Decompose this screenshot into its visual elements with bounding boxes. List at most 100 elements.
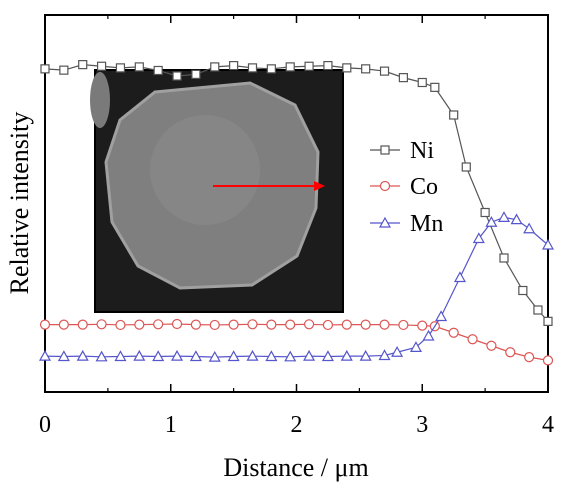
series-ni-point-27 (533, 305, 543, 315)
series-mn-point-4 (114, 350, 127, 362)
series-ni-point-15 (323, 60, 333, 71)
inset-image (90, 69, 344, 313)
series-ni-point-24 (480, 207, 490, 218)
series-ni-point-18 (379, 66, 390, 76)
series-ni-point-0 (40, 64, 50, 74)
series-mn-point-25 (485, 216, 498, 227)
series-mn-point-10 (227, 350, 240, 362)
series-ni-point-9 (210, 62, 220, 72)
series-ni-point-21 (430, 82, 440, 92)
series-co-point-17 (360, 319, 371, 330)
series-ni-point-20 (417, 77, 427, 88)
series-co-point-5 (134, 319, 145, 330)
series-co-point-14 (303, 319, 315, 330)
series-co-point-10 (228, 319, 239, 330)
series-ni-point-7 (172, 71, 182, 81)
series-mn-point-16 (340, 349, 353, 361)
series-ni-point-5 (134, 62, 144, 72)
series-mn-point-15 (321, 350, 334, 362)
y-axis-label: Relative intensity (5, 112, 34, 295)
legend-ni-marker (380, 145, 390, 155)
series-ni-point-11 (247, 63, 258, 73)
series-co-point-7 (171, 318, 183, 330)
series-mn-point-9 (208, 350, 221, 362)
series-co-point-3 (96, 319, 107, 330)
series-mn-point-24 (472, 232, 485, 244)
series-mn-point-8 (189, 350, 202, 362)
series-mn-point-19 (391, 346, 404, 357)
series-ni-point-14 (304, 61, 314, 71)
series-mn-point-18 (378, 349, 391, 361)
series-mn-point-23 (453, 271, 466, 283)
series-co-point-20 (417, 320, 428, 331)
legend-co-marker (379, 180, 391, 192)
series-ni-point-3 (96, 61, 107, 71)
x-tick-label-4: 4 (542, 412, 554, 438)
x-tick-label-2: 2 (291, 412, 303, 438)
series-ni-point-13 (285, 62, 295, 72)
series-mn-point-17 (359, 349, 372, 361)
series-mn-point-22 (435, 310, 448, 322)
series-co-point-8 (190, 319, 201, 330)
series-co-point-19 (398, 319, 409, 331)
series-mn-point-5 (133, 349, 146, 361)
line-scan-arrowhead (314, 181, 325, 191)
legend-mn-label: Mn (410, 211, 443, 237)
series-ni-point-1 (59, 65, 69, 75)
legend-mn-marker (378, 216, 392, 228)
series-mn-point-11 (246, 349, 259, 361)
series-mn-point-20 (409, 341, 422, 352)
series-ni-point-28 (543, 316, 553, 326)
series-mn-point-2 (76, 349, 89, 361)
x-tick-label-3: 3 (416, 412, 428, 438)
series-ni-point-4 (115, 63, 126, 73)
series-co-point-27 (542, 355, 554, 366)
series-mn-point-29 (541, 238, 555, 250)
series-ni-point-19 (398, 73, 408, 83)
series-mn-point-0 (38, 349, 52, 361)
series-ni-point-16 (342, 63, 352, 73)
series-co-line (45, 323, 549, 361)
series-co-point-12 (266, 319, 277, 330)
series-ni-point-23 (461, 162, 471, 172)
series-ni-point-2 (78, 60, 88, 70)
series-co-point-24 (486, 340, 497, 351)
series-ni-point-8 (191, 69, 201, 79)
series-ni-point-25 (499, 253, 509, 263)
series-mn-point-28 (523, 222, 536, 234)
series-co-point-16 (341, 319, 352, 330)
series-co-point-11 (247, 319, 258, 330)
series-co-point-18 (379, 319, 390, 330)
legend-ni-label: Ni (410, 138, 434, 164)
series-mn-point-7 (171, 349, 184, 361)
series-mn-point-26 (497, 211, 511, 222)
series-co-point-4 (115, 319, 126, 331)
series-co-point-22 (448, 327, 459, 338)
series-co-point-13 (285, 319, 296, 330)
series-co-point-2 (77, 319, 88, 330)
series-ni-point-6 (153, 65, 163, 76)
series-mn-point-27 (510, 213, 523, 225)
series-co-point-6 (153, 319, 164, 330)
series-mn-point-1 (57, 350, 70, 362)
series-co-point-25 (505, 347, 516, 358)
series-ni-point-12 (266, 64, 276, 74)
legend: Ni Co Mn (370, 138, 443, 237)
series-mn-point-6 (152, 350, 165, 362)
series-co-point-9 (209, 319, 220, 331)
series-co-point-0 (39, 319, 51, 330)
series-co-point-23 (467, 334, 478, 345)
x-tick-label-0: 0 (39, 412, 51, 438)
series-ni-point-10 (229, 60, 239, 71)
series-co-point-1 (58, 319, 69, 330)
series-co-point-15 (322, 319, 334, 331)
series-ni-point-17 (361, 64, 371, 74)
series-mn-point-3 (95, 350, 108, 362)
series-mn-point-13 (284, 350, 297, 362)
series-ni-point-26 (518, 285, 528, 296)
series-mn-point-12 (265, 350, 278, 362)
x-tick-label-1: 1 (165, 412, 177, 438)
series-ni-point-22 (449, 110, 459, 120)
series-mn-point-14 (303, 349, 316, 361)
